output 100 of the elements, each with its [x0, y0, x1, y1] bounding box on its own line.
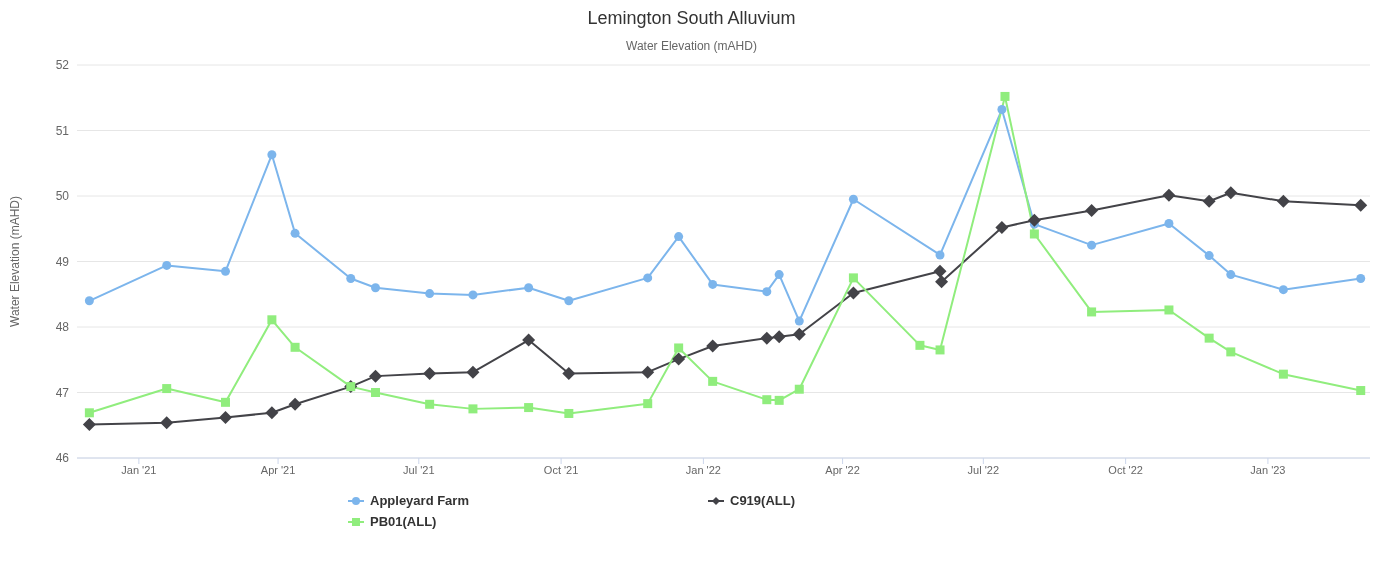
y-tick-label: 51 — [55, 123, 70, 138]
y-tick-label: 47 — [55, 385, 70, 400]
point — [915, 340, 925, 350]
y-axis-title: Water Elevation (mAHD) — [8, 196, 23, 327]
point — [935, 345, 945, 355]
point — [425, 289, 435, 299]
point — [371, 388, 380, 397]
point — [288, 397, 302, 411]
y-tick-label: 52 — [55, 58, 70, 73]
point — [792, 327, 806, 341]
x-tick-label: Jul '22 — [967, 463, 1000, 476]
point — [1356, 274, 1366, 284]
point — [674, 343, 684, 353]
point — [564, 408, 574, 418]
y-tick-label: 48 — [55, 320, 70, 335]
point — [522, 333, 536, 347]
point — [346, 274, 356, 284]
point — [997, 105, 1007, 115]
point — [708, 376, 718, 386]
point — [1087, 240, 1097, 250]
point — [995, 220, 1009, 234]
x-tick-label: Jan '21 — [121, 463, 157, 476]
point — [84, 408, 94, 418]
point — [290, 342, 300, 352]
point — [1087, 307, 1097, 317]
point — [1204, 251, 1214, 261]
point — [674, 232, 684, 242]
point — [1226, 347, 1236, 357]
point — [562, 367, 576, 381]
point — [794, 316, 804, 326]
y-tick-label: 46 — [55, 451, 70, 466]
point — [1204, 333, 1214, 343]
point — [220, 266, 230, 276]
y-tick-label: 50 — [55, 189, 70, 204]
point — [1027, 213, 1041, 227]
point — [933, 264, 947, 278]
point — [468, 404, 478, 414]
point — [846, 286, 860, 300]
point — [1000, 91, 1010, 101]
point — [220, 397, 230, 407]
point — [162, 384, 172, 394]
x-tick-label: Oct '21 — [543, 463, 579, 476]
point — [1164, 219, 1174, 229]
point — [1278, 285, 1288, 295]
point — [218, 410, 232, 424]
point — [564, 296, 574, 306]
point — [708, 279, 718, 289]
point — [672, 352, 686, 366]
point — [641, 365, 655, 379]
point — [524, 403, 534, 413]
point — [1224, 186, 1238, 200]
point — [160, 416, 174, 430]
chart-subtitle: Water Elevation (mAHD) — [625, 39, 758, 53]
point — [794, 384, 804, 394]
x-tick-label: Oct '22 — [1108, 463, 1143, 476]
point — [643, 273, 653, 283]
x-tick-label: Jan '23 — [1250, 463, 1286, 476]
point — [772, 330, 786, 344]
legend-label: PB01(ALL) — [370, 514, 437, 529]
legend-label: C919(ALL) — [730, 493, 796, 508]
y-tick-label: 49 — [55, 254, 70, 269]
point — [1029, 229, 1039, 239]
point — [267, 315, 277, 325]
point — [371, 283, 380, 293]
point — [706, 339, 720, 353]
point — [762, 287, 772, 297]
x-tick-label: Apr '21 — [260, 463, 296, 476]
point — [935, 275, 949, 289]
point — [1356, 386, 1366, 396]
x-tick-label: Jan '22 — [685, 463, 721, 476]
point — [762, 395, 772, 405]
point — [935, 250, 945, 260]
point — [1278, 369, 1288, 379]
x-tick-label: Apr '22 — [825, 463, 860, 476]
point — [524, 283, 534, 293]
point — [468, 290, 478, 300]
point — [423, 367, 437, 381]
point — [290, 228, 300, 238]
point — [1162, 188, 1176, 202]
x-tick-label: Jul '21 — [403, 463, 435, 476]
point — [162, 260, 172, 270]
point — [1276, 194, 1290, 208]
point — [466, 365, 480, 379]
point — [1202, 194, 1216, 208]
legend-label: Appleyard Farm — [370, 493, 469, 508]
point — [643, 399, 653, 409]
point — [425, 399, 435, 409]
point — [1226, 270, 1236, 280]
point — [267, 150, 277, 160]
point — [848, 194, 858, 204]
chart-title: Lemington South Alluvium — [586, 8, 797, 29]
point — [760, 331, 774, 345]
point — [774, 270, 784, 280]
point — [82, 418, 96, 432]
point — [265, 406, 279, 420]
point — [84, 296, 94, 306]
point — [369, 369, 382, 383]
point — [1085, 203, 1099, 217]
point — [1354, 198, 1368, 212]
point — [1164, 305, 1174, 315]
